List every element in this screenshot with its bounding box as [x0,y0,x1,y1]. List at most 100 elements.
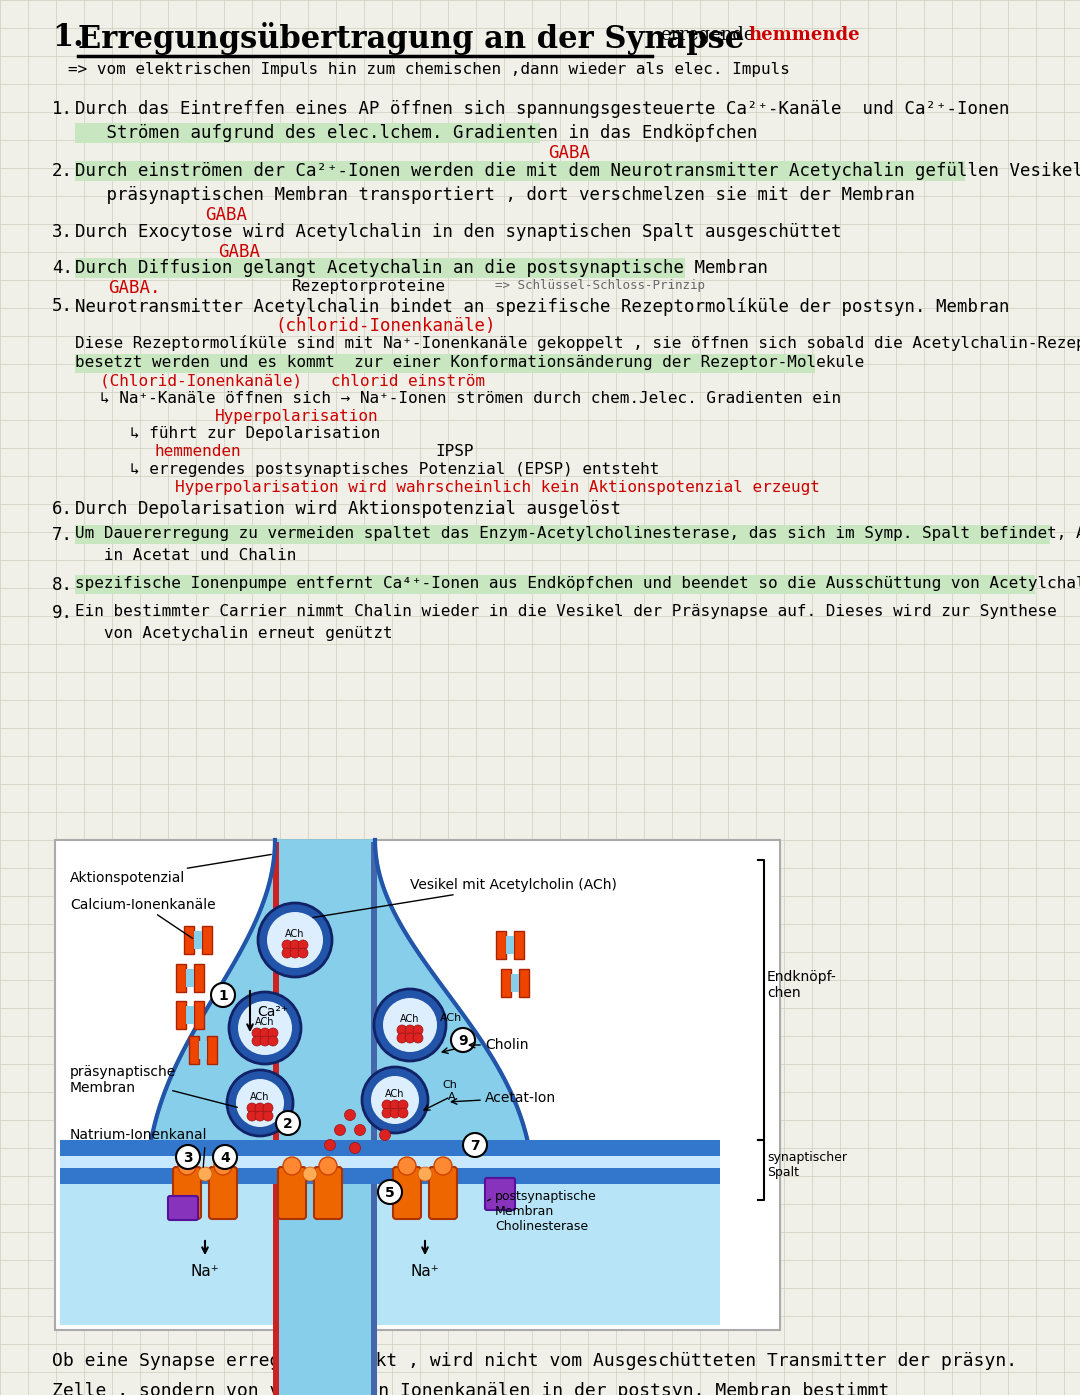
Bar [273,843,279,1395]
Bar [75,160,966,181]
Circle shape [176,1145,200,1169]
Circle shape [268,1036,278,1046]
Bar [278,840,372,1395]
Text: 7: 7 [470,1138,480,1154]
Bar [519,970,529,997]
Text: Durch Diffusion gelangt Acetychalin an die postsynaptische Membran: Durch Diffusion gelangt Acetychalin an d… [75,259,768,278]
Circle shape [397,1034,407,1043]
Circle shape [282,940,292,950]
Circle shape [264,1103,273,1113]
Text: spezifische Ionenpumpe entfernt Ca⁴⁺-Ionen aus Endköpfchen und beendet so die Au: spezifische Ionenpumpe entfernt Ca⁴⁺-Ion… [75,576,1080,591]
Text: besetzt werden und es kommt  zur einer Konformationsänderung der Rezeptor-Moleku: besetzt werden und es kommt zur einer Ko… [75,354,864,370]
Circle shape [258,903,332,976]
FancyBboxPatch shape [314,1168,342,1219]
Text: ACh: ACh [251,1092,270,1102]
Text: ACh: ACh [440,1013,462,1023]
Text: Hyperpolarisation: Hyperpolarisation [215,409,379,424]
Text: präsynaptischen Membran transportiert , dort verschmelzen sie mit der Membran: präsynaptischen Membran transportiert , … [75,186,915,204]
Bar [176,1002,186,1030]
Text: von Acetychalin erneut genützt: von Acetychalin erneut genützt [75,626,393,640]
Bar [75,123,540,144]
Circle shape [268,1028,278,1038]
FancyBboxPatch shape [278,1168,306,1219]
Circle shape [434,1156,453,1175]
Circle shape [451,1028,475,1052]
Circle shape [252,1036,262,1046]
Text: ↳ Na⁺-Kanäle öffnen sich → Na⁺-Ionen strömen durch chem.Jelec. Gradienten ein: ↳ Na⁺-Kanäle öffnen sich → Na⁺-Ionen str… [100,391,841,406]
Bar [372,843,377,1395]
Circle shape [397,1025,407,1035]
Text: Durch Exocytose wird Acetylchalin in den synaptischen Spalt ausgeschüttet: Durch Exocytose wird Acetylchalin in den… [75,223,841,241]
Circle shape [399,1101,408,1110]
Circle shape [260,1036,270,1046]
Text: 2.: 2. [52,162,73,180]
Circle shape [390,1108,400,1117]
Circle shape [229,992,301,1064]
Text: Um Dauererregung zu vermeiden spaltet das Enzym-Acetylcholinesterase, das sich i: Um Dauererregung zu vermeiden spaltet da… [75,526,1080,541]
Text: Cholin: Cholin [485,1038,528,1052]
Circle shape [413,1034,423,1043]
Text: 9.: 9. [52,604,73,622]
Circle shape [214,1156,232,1175]
Bar [176,964,186,992]
Text: ↳ erregendes postsynaptisches Potenzial (EPSP) entsteht: ↳ erregendes postsynaptisches Potenzial … [130,462,660,477]
FancyBboxPatch shape [168,1196,198,1221]
Bar [55,840,780,1329]
Circle shape [390,1101,400,1110]
Circle shape [178,1156,195,1175]
Text: Zelle , sondern von vorhandenen Ionenkanälen in der postsyn. Membran bestimmt: Zelle , sondern von vorhandenen Ionenkan… [52,1382,889,1395]
Bar [207,1036,217,1064]
Circle shape [399,1156,416,1175]
Text: Ob eine Synapse erregend oder: Ob eine Synapse erregend oder [52,1352,378,1370]
Circle shape [362,1067,428,1133]
Circle shape [211,983,235,1007]
Bar [507,936,514,954]
Text: 3.: 3. [52,223,73,241]
Bar [75,575,1035,594]
Bar [186,1006,194,1024]
Circle shape [374,989,446,1062]
Text: Rezeptorproteine: Rezeptorproteine [292,279,446,294]
Bar [194,1002,204,1030]
Text: Aktionspotenzial: Aktionspotenzial [70,855,271,884]
Text: Natrium-Ionenkanal: Natrium-Ionenkanal [70,1129,207,1143]
Text: Diese Rezeptormolíküle sind mit Na⁺-Ionenkanäle gekoppelt , sie öffnen sich soba: Diese Rezeptormolíküle sind mit Na⁺-Ione… [75,335,1080,352]
Text: hemmende: hemmende [748,27,860,45]
Text: Ein bestimmter Carrier nimmt Chalin wieder in die Vesikel der Präsynapse auf. Di: Ein bestimmter Carrier nimmt Chalin wied… [75,604,1056,619]
Text: Calcium-Ionenkanäle: Calcium-Ionenkanäle [70,898,216,939]
Text: 5.: 5. [52,297,73,315]
Circle shape [418,1168,432,1182]
Text: 6.: 6. [52,499,73,518]
Bar [60,1168,720,1184]
Text: A: A [460,1041,468,1050]
Text: (Chlorid-Ionenkanäle)   chlorid einström: (Chlorid-Ionenkanäle) chlorid einström [100,372,485,388]
Text: ACh: ACh [386,1089,405,1099]
Text: hemmenden: hemmenden [156,444,242,459]
Circle shape [335,1124,346,1136]
Circle shape [382,1108,392,1117]
Circle shape [247,1110,257,1122]
Circle shape [345,1109,355,1120]
FancyBboxPatch shape [429,1168,457,1219]
Circle shape [303,1168,318,1182]
Circle shape [463,1133,487,1156]
FancyBboxPatch shape [173,1168,201,1219]
Text: => vom elektrischen Impuls hin zum chemischen ,dann wieder als elec. Impuls: => vom elektrischen Impuls hin zum chemi… [68,61,789,77]
Circle shape [227,1070,293,1136]
Text: A: A [448,1092,456,1102]
Circle shape [255,1110,265,1122]
Bar [202,926,212,954]
Circle shape [247,1103,257,1113]
Circle shape [276,1110,300,1136]
Text: ↳ führt zur Depolarisation: ↳ führt zur Depolarisation [130,425,380,441]
Text: Ch: Ch [455,1028,470,1038]
Text: Na⁺: Na⁺ [410,1264,440,1279]
Circle shape [382,1101,392,1110]
Text: GABA: GABA [548,144,590,162]
Circle shape [291,940,300,950]
Circle shape [238,1002,292,1055]
Circle shape [324,1140,336,1151]
Circle shape [237,1078,284,1127]
Text: 1.: 1. [52,22,84,53]
Circle shape [298,940,308,950]
